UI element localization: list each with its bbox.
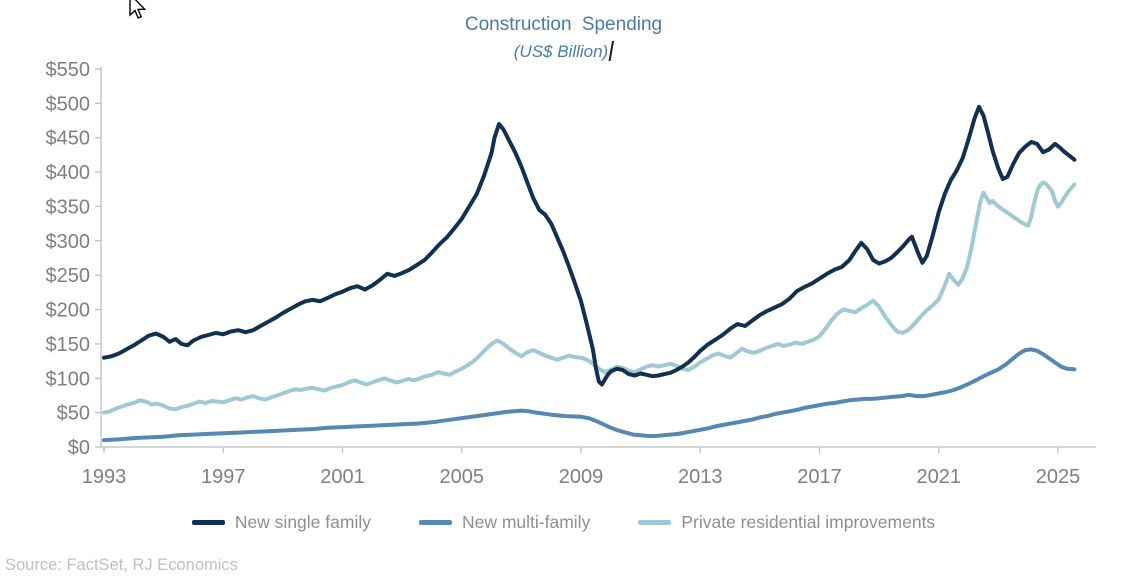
x-axis-tick-label: 2013	[678, 466, 723, 488]
x-axis-tick-label: 1997	[201, 466, 246, 488]
mouse-cursor-icon	[129, 0, 146, 19]
chart-legend: New single family New multi-family Priva…	[0, 512, 1127, 533]
chart-subtitle-row[interactable]: (US$ Billion)	[0, 37, 1127, 63]
x-axis-tick-label: 2017	[797, 466, 842, 488]
x-axis-tick-label: 2009	[559, 466, 604, 488]
chart-title-group[interactable]: Construction Spending (US$ Billion)	[0, 13, 1127, 63]
legend-item-new-multi-family[interactable]: New multi-family	[418, 512, 591, 533]
x-axis-tick-label: 2001	[320, 466, 365, 488]
y-axis-tick-label: $300	[46, 231, 91, 253]
x-axis-tick-label: 2025	[1036, 466, 1081, 488]
source-attribution: Source: FactSet, RJ Economics	[5, 556, 238, 574]
y-axis-tick-label: $0	[68, 437, 90, 459]
legend-swatch-new-multi-family	[418, 520, 452, 525]
legend-label-new-multi-family: New multi-family	[461, 512, 591, 532]
chart-title[interactable]: Construction Spending	[464, 14, 663, 35]
x-axis-tick-label: 1993	[82, 466, 127, 488]
y-axis-tick-label: $100	[46, 368, 91, 390]
y-axis-tick-label: $450	[46, 128, 91, 150]
x-axis-tick-label: 2021	[917, 466, 962, 488]
y-axis-tick-label: $50	[57, 403, 90, 425]
legend-label-private-residential-improvements: Private residential improvements	[681, 512, 936, 532]
y-axis-tick-label: $350	[46, 196, 91, 218]
y-axis-tick-label: $400	[46, 162, 91, 184]
y-axis-tick-label: $150	[46, 334, 91, 356]
chart-subtitle[interactable]: (US$ Billion)	[513, 41, 609, 61]
y-axis-tick-label: $200	[46, 300, 91, 322]
series-line-new-single-family[interactable]	[102, 104, 1077, 387]
legend-item-new-single-family[interactable]: New single family	[191, 512, 371, 533]
series-line-new-multi-family[interactable]	[102, 347, 1077, 443]
legend-label-new-single-family: New single family	[234, 512, 371, 532]
legend-swatch-new-single-family	[191, 520, 225, 525]
legend-swatch-private-residential-improvements	[638, 520, 672, 525]
legend-item-private-residential-improvements[interactable]: Private residential improvements	[638, 512, 935, 533]
y-axis-tick-label: $550	[46, 59, 91, 81]
series-line-private-residential-improvements[interactable]	[102, 180, 1077, 415]
x-axis-tick-label: 2005	[440, 466, 485, 488]
y-axis-tick-label: $250	[46, 265, 91, 287]
y-axis-tick-label: $500	[46, 93, 91, 115]
